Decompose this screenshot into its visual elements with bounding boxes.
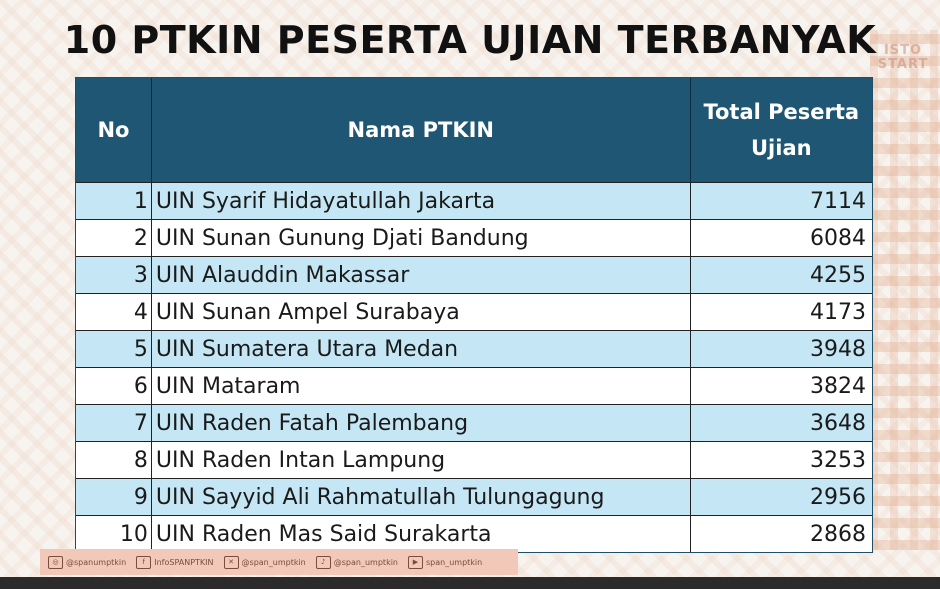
row-name: UIN Sayyid Ali Rahmatullah Tulungagung (151, 478, 691, 516)
footer-item-instagram: ◎ @spanumptkin (48, 555, 127, 569)
decorative-pattern (870, 30, 940, 550)
row-total: 4173 (690, 293, 872, 331)
row-total: 4255 (690, 256, 872, 294)
row-no: 6 (76, 367, 152, 405)
table-row: 10 UIN Raden Mas Said Surakarta 2868 (76, 515, 872, 552)
table-row: 6 UIN Mataram 3824 (76, 367, 872, 405)
social-footer: ◎ @spanumptkin f InfoSPANPTKIN ✕ @span_u… (40, 549, 518, 575)
row-no: 9 (76, 478, 152, 516)
footer-item-x: ✕ @span_umptkin (223, 555, 306, 569)
table-row: 8 UIN Raden Intan Lampung 3253 (76, 441, 872, 479)
row-no: 5 (76, 330, 152, 368)
row-name: UIN Mataram (151, 367, 691, 405)
header-no: No (76, 78, 152, 183)
instagram-icon: ◎ (48, 555, 63, 569)
table-row: 5 UIN Sumatera Utara Medan 3948 (76, 330, 872, 368)
row-total: 3648 (690, 404, 872, 442)
footer-item-youtube: ▶ span_umptkin (408, 555, 483, 569)
row-total: 7114 (690, 182, 872, 220)
row-no: 4 (76, 293, 152, 331)
table-row: 9 UIN Sayyid Ali Rahmatullah Tulungagung… (76, 478, 872, 516)
page-title: 10 PTKIN PESERTA UJIAN TERBANYAK (63, 18, 877, 62)
row-total: 3253 (690, 441, 872, 479)
row-name: UIN Syarif Hidayatullah Jakarta (151, 182, 691, 220)
row-no: 2 (76, 219, 152, 257)
table-row: 3 UIN Alauddin Makassar 4255 (76, 256, 872, 294)
row-total: 2956 (690, 478, 872, 516)
footer-text: InfoSPANPTKIN (154, 557, 214, 567)
footer-text: @span_umptkin (333, 557, 398, 567)
header-name: Nama PTKIN (151, 78, 691, 183)
youtube-icon: ▶ (408, 555, 423, 569)
table-row: 2 UIN Sunan Gunung Djati Bandung 6084 (76, 219, 872, 257)
row-name: UIN Raden Intan Lampung (151, 441, 691, 479)
row-name: UIN Sumatera Utara Medan (151, 330, 691, 368)
tiktok-icon: ♪ (315, 555, 331, 569)
ranking-table: No Nama PTKIN Total Peserta Ujian 1 UIN … (75, 77, 873, 553)
row-name: UIN Raden Mas Said Surakarta (151, 515, 691, 552)
table-row: 1 UIN Syarif Hidayatullah Jakarta 7114 (76, 182, 872, 220)
row-total: 3948 (690, 330, 872, 368)
facebook-icon: f (136, 555, 152, 569)
table-header-row: No Nama PTKIN Total Peserta Ujian (76, 78, 872, 183)
row-name: UIN Raden Fatah Palembang (151, 404, 691, 442)
footer-text: @span_umptkin (241, 557, 306, 567)
row-total: 6084 (690, 219, 872, 257)
row-no: 3 (76, 256, 152, 294)
event-logo: ISTO START (877, 43, 929, 72)
row-no: 1 (76, 182, 152, 220)
footer-item-tiktok: ♪ @span_umptkin (315, 555, 398, 569)
row-name: UIN Alauddin Makassar (151, 256, 691, 294)
footer-text: @spanumptkin (66, 557, 127, 567)
footer-item-facebook: f InfoSPANPTKIN (136, 555, 214, 569)
row-no: 10 (76, 515, 152, 552)
footer-text: span_umptkin (426, 557, 483, 567)
row-name: UIN Sunan Ampel Surabaya (151, 293, 691, 331)
header-total: Total Peserta Ujian (690, 78, 872, 183)
bottom-bar (0, 577, 940, 589)
table-row: 4 UIN Sunan Ampel Surabaya 4173 (76, 293, 872, 331)
row-no: 8 (76, 441, 152, 479)
row-total: 2868 (690, 515, 872, 552)
row-no: 7 (76, 404, 152, 442)
row-name: UIN Sunan Gunung Djati Bandung (151, 219, 691, 257)
x-icon: ✕ (223, 555, 239, 569)
row-total: 3824 (690, 367, 872, 405)
table-row: 7 UIN Raden Fatah Palembang 3648 (76, 404, 872, 442)
